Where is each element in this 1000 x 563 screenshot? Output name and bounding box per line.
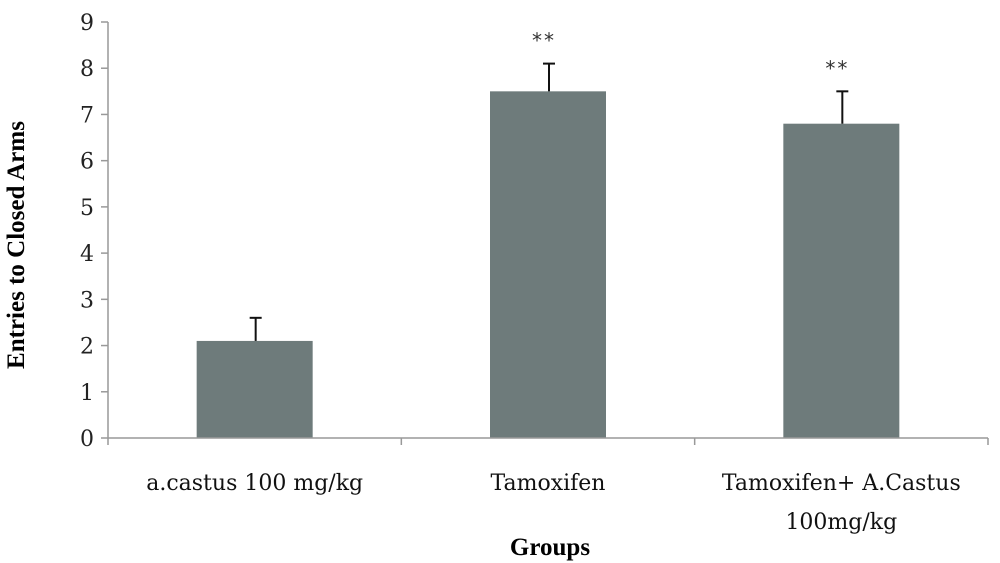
x-axis-title: Groups (510, 534, 590, 561)
y-tick-label-0: 0 (80, 427, 94, 452)
x-axis-ticks (107, 438, 989, 445)
category-label-3-line-1: Tamoxifen+ A.Castus (722, 471, 961, 496)
y-axis-labels: 0 1 2 3 4 5 6 7 8 9 (80, 11, 94, 452)
error-bars (249, 62, 849, 341)
y-tick-label-6: 6 (80, 150, 94, 175)
significance-labels: ** ** (532, 29, 849, 81)
category-label-1: a.castus 100 mg/kg (146, 471, 363, 496)
y-tick-label-2: 2 (80, 335, 94, 360)
y-tick-label-4: 4 (80, 242, 94, 267)
y-tick-label-9: 9 (80, 11, 94, 36)
significance-label-3: ** (825, 56, 849, 80)
y-tick-label-5: 5 (80, 196, 94, 221)
bar-3 (783, 123, 900, 438)
bar-2 (490, 91, 606, 438)
y-axis-title: Entries to Closed Arms (3, 121, 30, 369)
category-label-2: Tamoxifen (491, 471, 606, 496)
category-label-3-line-2: 100mg/kg (785, 510, 897, 535)
y-tick-label-8: 8 (80, 57, 94, 82)
bar-1 (196, 340, 313, 438)
bars (196, 91, 900, 438)
y-axis-ticks (101, 21, 108, 439)
y-tick-label-7: 7 (80, 103, 94, 128)
y-tick-label-1: 1 (80, 381, 94, 406)
significance-label-2: ** (532, 29, 556, 53)
y-tick-label-3: 3 (80, 288, 94, 313)
category-labels: a.castus 100 mg/kg Tamoxifen Tamoxifen+ A.… (146, 471, 961, 535)
